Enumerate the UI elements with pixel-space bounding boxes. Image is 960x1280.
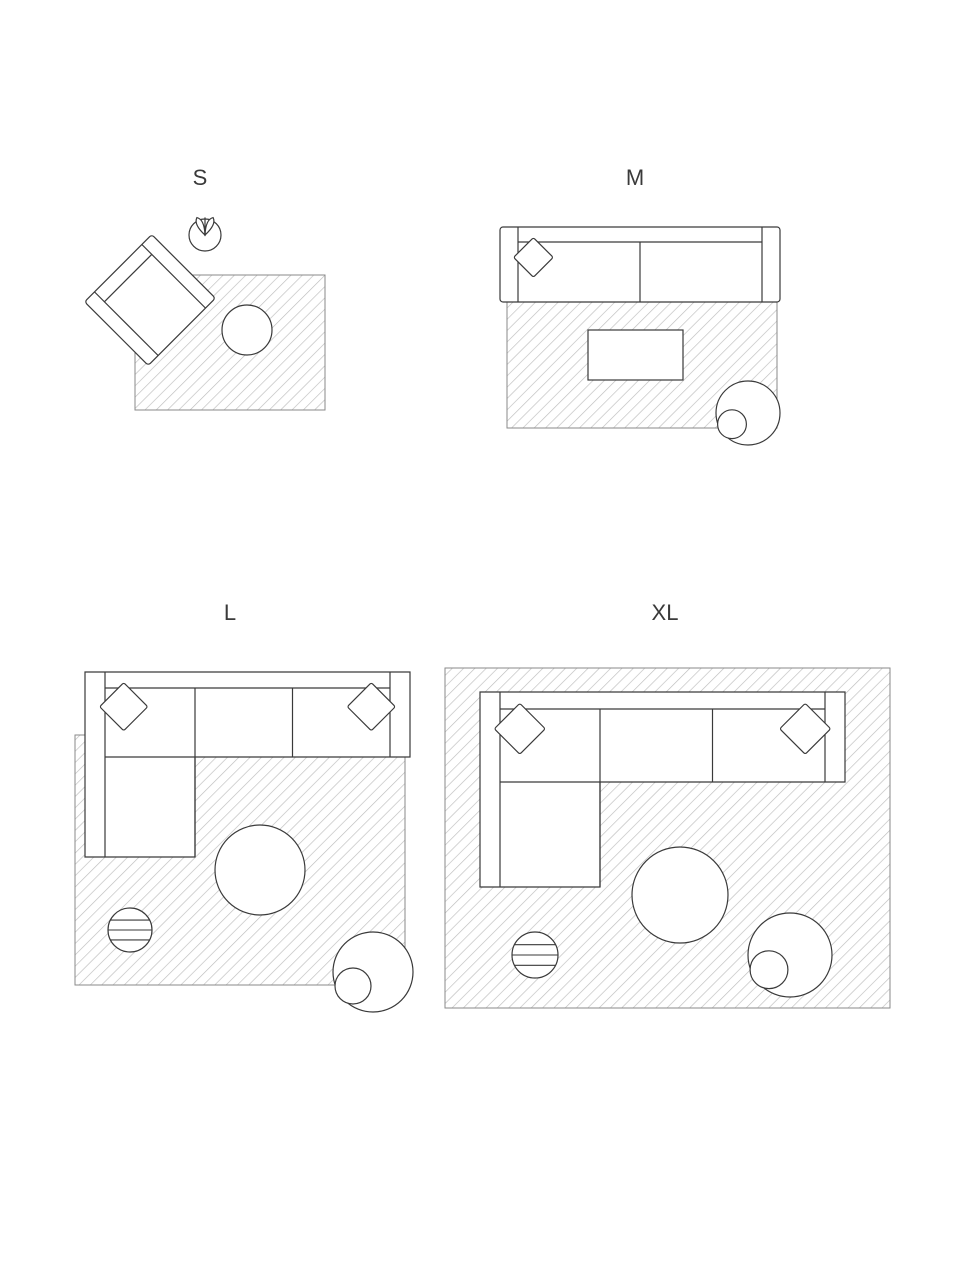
size-label: S xyxy=(193,165,208,190)
side-table xyxy=(512,932,558,978)
coffee-table xyxy=(588,330,683,380)
pouf xyxy=(748,913,832,997)
pouf xyxy=(716,381,780,445)
rug-size-guide-diagram: S M L XL xyxy=(0,0,960,1280)
pouf xyxy=(333,932,413,1012)
round-table xyxy=(215,825,305,915)
plant xyxy=(189,216,221,251)
round-table xyxy=(632,847,728,943)
round-table xyxy=(222,305,272,355)
sofa xyxy=(500,227,780,302)
side-table xyxy=(108,908,152,952)
size-label: M xyxy=(626,165,644,190)
size-label: L xyxy=(224,600,236,625)
size-label: XL xyxy=(652,600,679,625)
